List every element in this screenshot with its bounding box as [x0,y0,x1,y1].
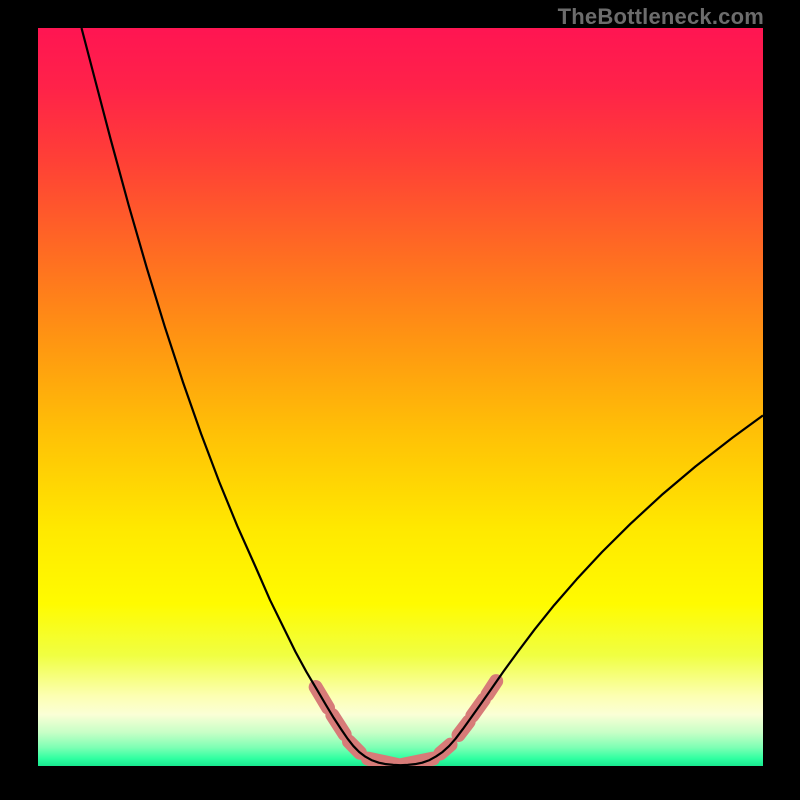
watermark-text: TheBottleneck.com [558,4,764,30]
plot-area [38,28,763,766]
bottleneck-curve-chart [38,28,763,766]
figure-container: TheBottleneck.com [0,0,800,800]
gradient-background [38,28,763,766]
